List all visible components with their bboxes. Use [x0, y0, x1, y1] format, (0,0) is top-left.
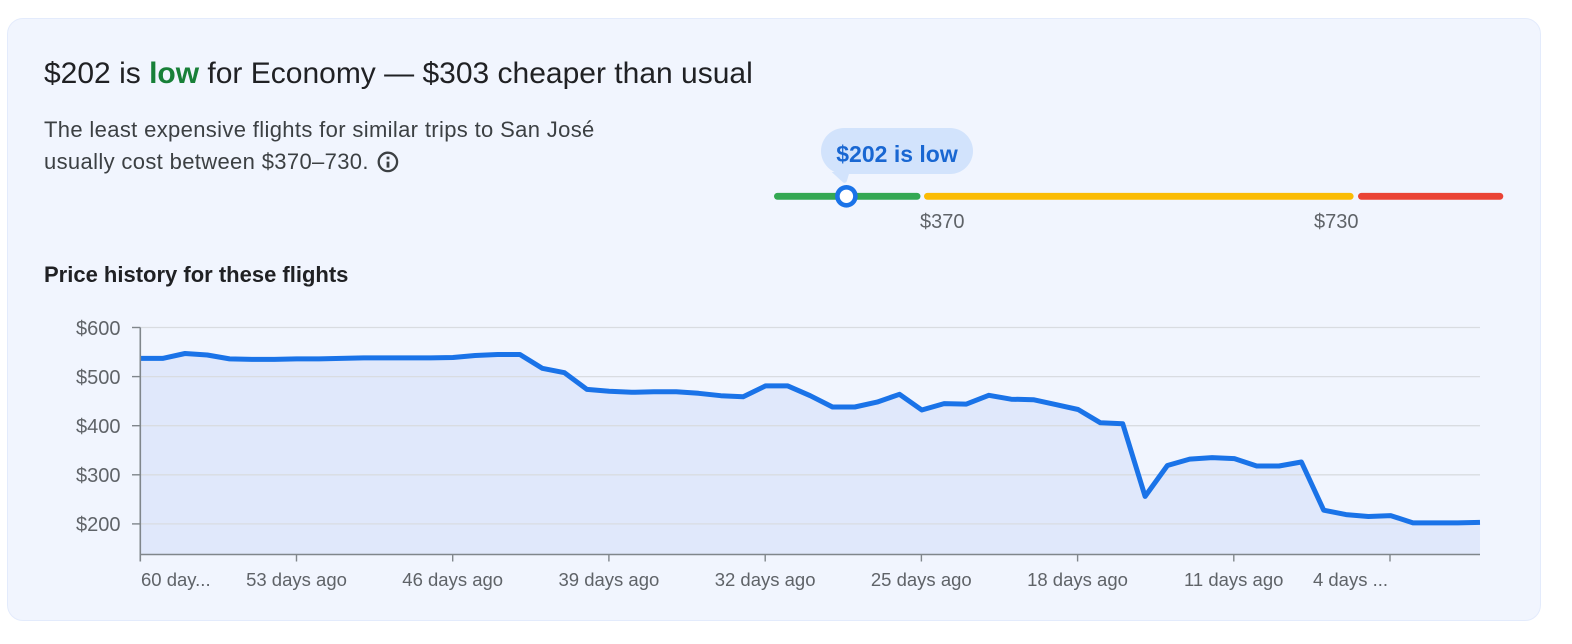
svg-text:4 days ...: 4 days ... — [1313, 569, 1388, 590]
svg-text:25 days ago: 25 days ago — [871, 569, 972, 590]
svg-text:$300: $300 — [76, 465, 121, 487]
svg-text:$200: $200 — [76, 514, 121, 536]
svg-text:32 days ago: 32 days ago — [715, 569, 816, 590]
svg-text:46 days ago: 46 days ago — [402, 569, 503, 590]
svg-text:39 days ago: 39 days ago — [558, 569, 659, 590]
svg-text:18 days ago: 18 days ago — [1027, 569, 1128, 590]
svg-text:$600: $600 — [76, 318, 121, 340]
svg-text:11 days ago: 11 days ago — [1184, 569, 1283, 590]
svg-text:60 day...: 60 day... — [141, 569, 211, 590]
svg-text:$500: $500 — [76, 367, 121, 389]
svg-text:53 days ago: 53 days ago — [246, 569, 347, 590]
svg-text:$730: $730 — [1314, 211, 1359, 233]
svg-text:$400: $400 — [76, 416, 121, 438]
svg-text:$370: $370 — [920, 211, 965, 233]
